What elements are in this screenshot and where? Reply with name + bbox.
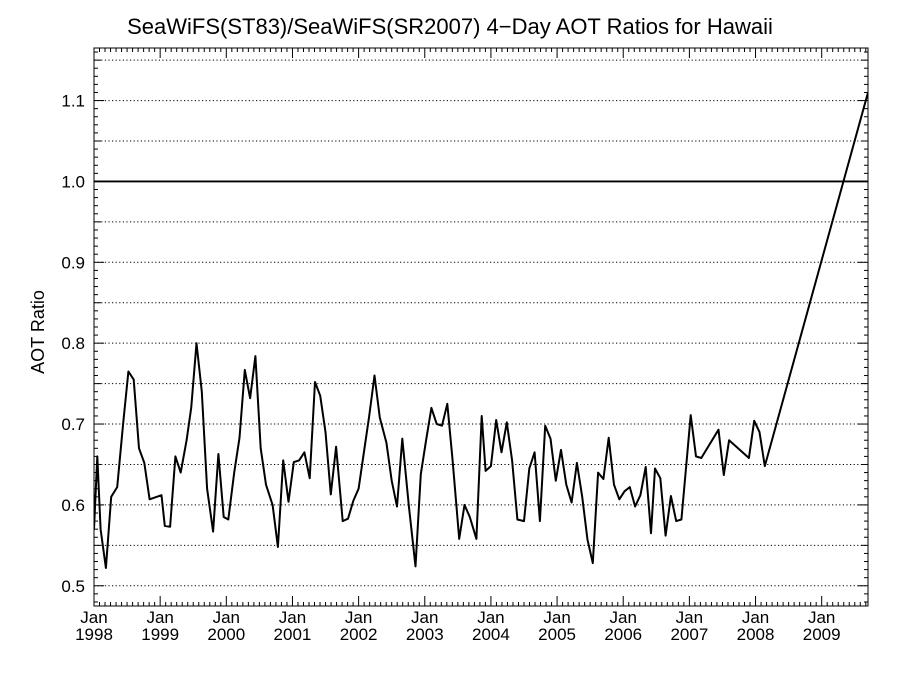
y-tick-label: 1.1 [61, 92, 85, 111]
x-tick-label-year: 2007 [670, 625, 708, 644]
series-group [94, 92, 868, 569]
x-tick-label-year: 2006 [604, 625, 642, 644]
x-tick-label-year: 2003 [406, 625, 444, 644]
y-tick-label: 0.8 [61, 334, 85, 353]
x-tick-label-month: Jan [742, 608, 769, 627]
x-tick-label-month: Jan [808, 608, 835, 627]
y-axis-label: AOT Ratio [28, 290, 48, 374]
x-tick-label-month: Jan [345, 608, 372, 627]
y-tick-label: 0.6 [61, 496, 85, 515]
x-tick-label-month: Jan [610, 608, 637, 627]
x-tick-label-month: Jan [411, 608, 438, 627]
y-tick-label: 0.7 [61, 415, 85, 434]
plot-frame [93, 47, 869, 607]
y-tick-label: 0.9 [61, 253, 85, 272]
x-tick-label-month: Jan [146, 608, 173, 627]
x-tick-label-year: 2001 [274, 625, 312, 644]
x-tick-label-year: 2004 [472, 625, 510, 644]
x-tick-label-year: 2005 [538, 625, 576, 644]
major-ticks [93, 48, 868, 606]
y-tick-label: 1.0 [61, 172, 85, 191]
x-tick-label-month: Jan [477, 608, 504, 627]
y-tick-labels: 0.5 0.6 0.7 0.8 0.9 1.0 1.1 [61, 92, 85, 596]
x-tick-labels: Jan1998Jan1999Jan2000Jan2001Jan2002Jan20… [75, 608, 841, 644]
gridlines [94, 59, 868, 587]
minor-ticks [94, 48, 868, 606]
x-tick-label-year: 2008 [737, 625, 775, 644]
x-tick-label-year: 1998 [75, 625, 113, 644]
x-tick-label-month: Jan [279, 608, 306, 627]
series-line [94, 92, 868, 569]
x-tick-label-month: Jan [213, 608, 240, 627]
y-tick-label: 0.5 [61, 577, 85, 596]
x-tick-label-month: Jan [676, 608, 703, 627]
x-tick-label-year: 2000 [207, 625, 245, 644]
x-tick-label-year: 1999 [141, 625, 179, 644]
x-tick-label-year: 2002 [340, 625, 378, 644]
chart-title: SeaWiFS(ST83)/SeaWiFS(SR2007) 4−Day AOT … [127, 14, 773, 39]
x-tick-label-month: Jan [543, 608, 570, 627]
x-tick-label-year: 2009 [803, 625, 841, 644]
x-tick-label-month: Jan [80, 608, 107, 627]
